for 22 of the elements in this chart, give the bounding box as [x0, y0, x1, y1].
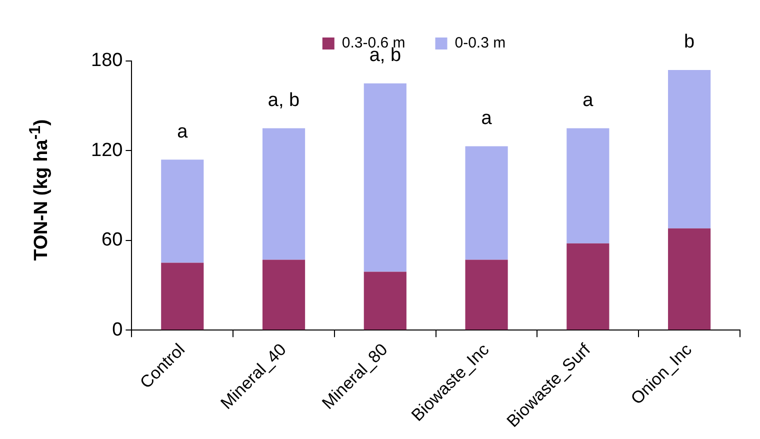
bar	[364, 272, 406, 330]
legend-label: 0-0.3 m	[454, 34, 506, 52]
annotation: a	[481, 108, 492, 129]
bar	[566, 128, 610, 244]
bar	[465, 260, 508, 330]
bar	[262, 260, 306, 330]
bar	[161, 160, 204, 263]
bar	[465, 146, 508, 260]
annotation: a	[582, 90, 594, 111]
bar	[668, 70, 711, 228]
y-tick-label: 180	[91, 50, 123, 72]
bar	[161, 262, 204, 330]
y-tick-label: 0	[112, 319, 123, 340]
text: b	[684, 32, 695, 53]
y-tick-label: 60	[102, 230, 123, 251]
y-tick-label: 120	[91, 140, 123, 161]
bar	[668, 228, 711, 330]
bar	[364, 83, 406, 272]
bar	[262, 128, 306, 260]
bar	[566, 243, 610, 330]
annotation: a, b	[268, 90, 300, 111]
annotation: a	[177, 121, 188, 142]
